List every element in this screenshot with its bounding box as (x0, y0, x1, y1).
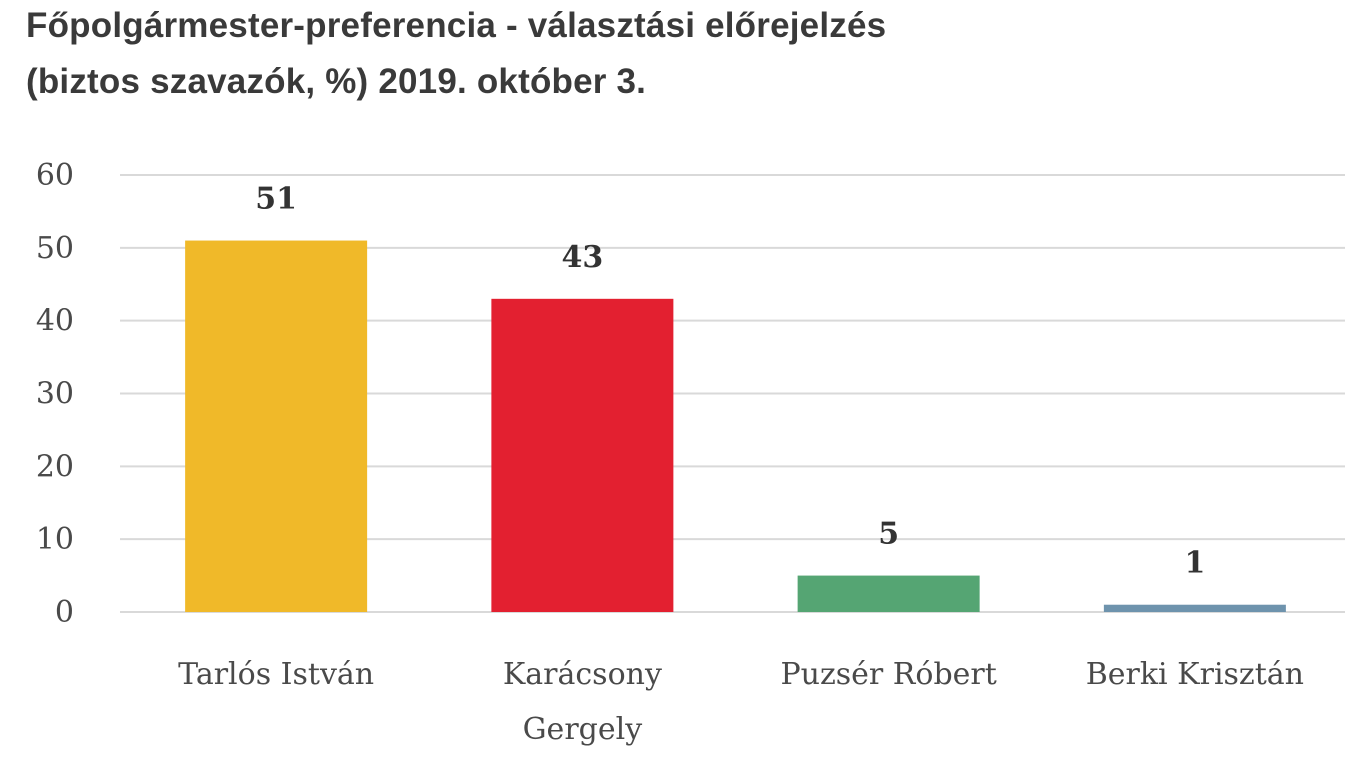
chart-title-line-1: Főpolgármester-preferencia - választási … (26, 6, 887, 45)
y-tick-label: 10 (36, 522, 74, 557)
y-tick-label: 20 (36, 449, 74, 484)
x-tick-label: Gergely (523, 712, 643, 747)
x-tick-label: Karácsony (503, 657, 662, 692)
bar (797, 575, 980, 612)
y-tick-label: 50 (36, 231, 74, 266)
chart-title-line-2: (biztos szavazók, %) 2019. október 3. (26, 62, 647, 101)
data-label: 5 (878, 517, 899, 552)
x-tick-label: Puzsér Róbert (780, 657, 996, 692)
data-label: 43 (562, 240, 604, 275)
y-tick-label: 60 (36, 158, 74, 193)
y-tick-label: 30 (36, 377, 74, 412)
y-tick-label: 40 (36, 304, 74, 339)
bar (1103, 604, 1286, 612)
bar (185, 240, 368, 613)
data-label: 51 (255, 182, 297, 217)
bar (491, 298, 674, 612)
data-label: 1 (1184, 546, 1205, 581)
x-tick-label: Tarlós István (178, 657, 374, 692)
y-tick-label: 0 (55, 595, 74, 630)
x-tick-label: Berki Krisztán (1086, 657, 1304, 692)
